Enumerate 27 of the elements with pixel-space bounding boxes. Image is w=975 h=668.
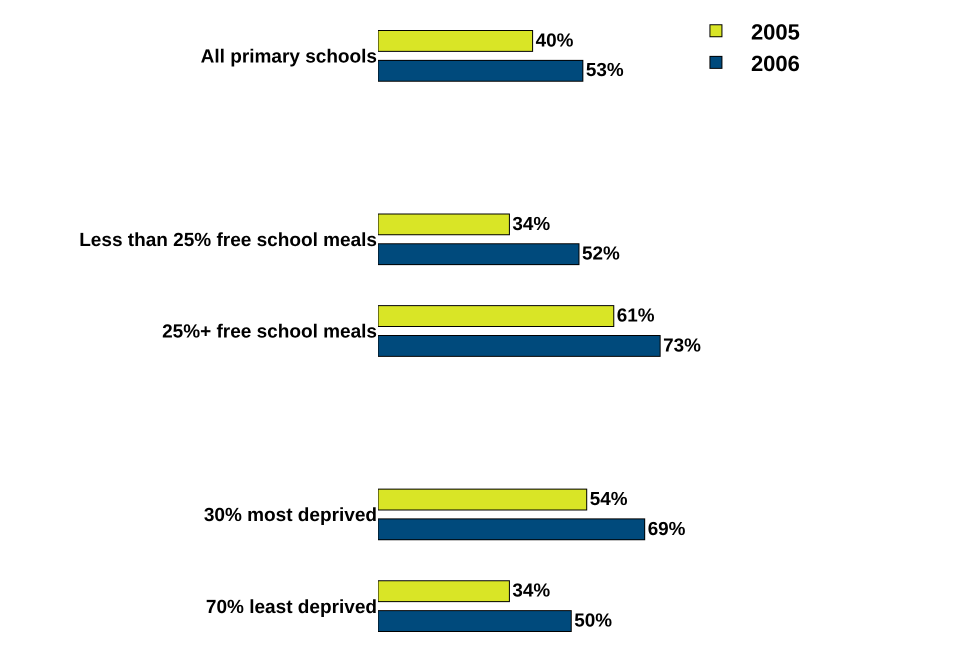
data-label: 73% bbox=[663, 335, 702, 356]
bar bbox=[378, 580, 510, 602]
bar bbox=[378, 60, 584, 82]
y-tick-label: Less than 25% free school meals bbox=[79, 230, 377, 251]
y-tick-label: All primary schools bbox=[200, 46, 377, 68]
data-label: 34% bbox=[512, 214, 550, 235]
bar bbox=[378, 488, 588, 510]
legend-label: 2005 bbox=[750, 19, 800, 44]
legend-label: 2006 bbox=[750, 50, 800, 76]
bar bbox=[378, 30, 534, 52]
y-tick-label: 70% least deprived bbox=[206, 596, 377, 618]
data-label: 54% bbox=[590, 488, 628, 510]
y-tick-label: 25%+ free school meals bbox=[162, 322, 377, 343]
data-label: 53% bbox=[586, 60, 624, 82]
bar bbox=[378, 334, 661, 357]
bar bbox=[378, 610, 572, 632]
data-label: 34% bbox=[512, 580, 550, 602]
data-label: 61% bbox=[616, 306, 655, 327]
y-tick-label: 30% most deprived bbox=[204, 505, 377, 526]
bar bbox=[378, 213, 510, 236]
bar bbox=[378, 305, 614, 328]
data-label: 40% bbox=[536, 30, 574, 52]
bar bbox=[378, 243, 580, 266]
data-label: 52% bbox=[582, 244, 620, 265]
data-label: 50% bbox=[574, 610, 612, 632]
data-label: 69% bbox=[648, 518, 686, 540]
bar bbox=[378, 518, 646, 540]
